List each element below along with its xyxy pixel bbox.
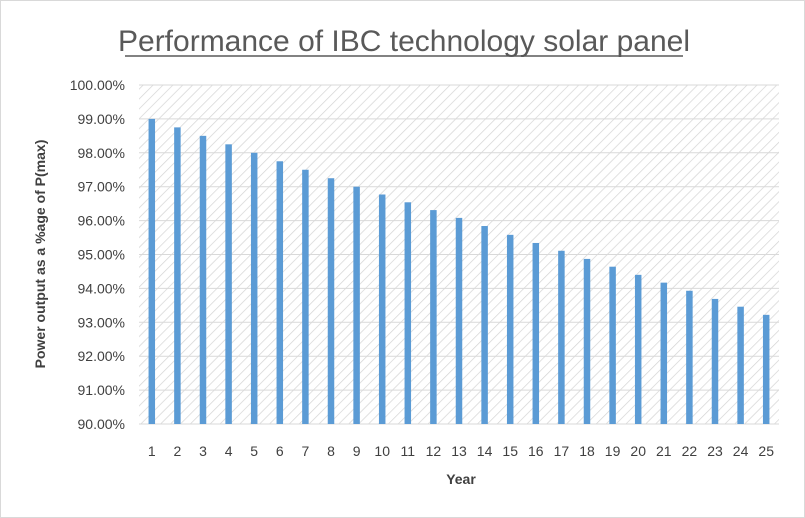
bar-year-20: [634, 274, 642, 424]
x-tick-label: 21: [656, 443, 672, 459]
x-tick-label: 25: [758, 443, 774, 459]
x-tick-label: 8: [327, 443, 335, 459]
y-tick-label: 96.00%: [78, 213, 125, 229]
chart-title: Performance of IBC technology solar pane…: [118, 25, 690, 58]
y-tick-label: 91.00%: [78, 382, 125, 398]
bar-year-16: [532, 242, 540, 424]
x-tick-label: 5: [250, 443, 258, 459]
x-tick-label: 13: [451, 443, 467, 459]
bar-year-13: [455, 217, 463, 424]
x-tick-label: 10: [374, 443, 390, 459]
y-tick-label: 93.00%: [78, 314, 125, 330]
bar-year-18: [583, 258, 591, 424]
x-tick-label: 14: [477, 443, 493, 459]
y-tick-label: 98.00%: [78, 145, 125, 161]
x-tick-label: 6: [276, 443, 284, 459]
bar-year-1: [148, 118, 156, 425]
bar-year-21: [660, 282, 668, 424]
bar-year-8: [327, 178, 335, 424]
x-axis-title: Year: [446, 471, 476, 487]
x-tick-label: 15: [502, 443, 518, 459]
x-tick-label: 12: [426, 443, 442, 459]
bars: [148, 118, 770, 425]
bar-year-23: [711, 298, 719, 424]
y-tick-label: 99.00%: [78, 111, 125, 127]
bar-year-9: [353, 186, 360, 424]
x-tick-label: 17: [554, 443, 570, 459]
bar-year-7: [302, 169, 309, 424]
bar-year-17: [558, 250, 565, 424]
x-tick-label: 1: [148, 443, 156, 459]
bar-year-6: [276, 161, 284, 424]
bar-year-11: [404, 202, 412, 424]
x-tick-label: 9: [353, 443, 361, 459]
bar-year-10: [378, 194, 386, 424]
y-tick-label: 94.00%: [78, 280, 125, 296]
x-tick-label: 4: [225, 443, 233, 459]
bar-year-22: [686, 290, 693, 424]
bar-year-14: [481, 226, 488, 424]
bar-year-2: [174, 127, 181, 424]
x-tick-label: 24: [733, 443, 749, 459]
bar-year-3: [199, 135, 207, 424]
bar-year-12: [430, 210, 437, 424]
y-tick-label: 100.00%: [70, 77, 125, 93]
y-axis-ticks: 90.00% 91.00% 92.00% 93.00% 94.00% 95.00% 96.0…: [70, 77, 125, 432]
x-tick-label: 3: [199, 443, 207, 459]
x-axis-ticks: 1 2 3 4 5 6 7 8 9 10 11 12 13 14 15 16 17 18 19 20 21 22 23 24 2…: [148, 443, 774, 459]
x-tick-label: 19: [605, 443, 621, 459]
bar-year-25: [762, 314, 770, 424]
x-tick-label: 23: [707, 443, 723, 459]
y-tick-label: 95.00%: [78, 247, 125, 263]
x-tick-label: 18: [579, 443, 595, 459]
x-tick-label: 20: [630, 443, 646, 459]
y-tick-label: 90.00%: [78, 416, 125, 432]
bar-year-19: [609, 266, 616, 424]
x-tick-label: 16: [528, 443, 544, 459]
bar-year-24: [737, 306, 744, 424]
bar-year-4: [225, 144, 232, 424]
x-tick-label: 2: [174, 443, 182, 459]
y-tick-label: 92.00%: [78, 348, 125, 364]
x-tick-label: 7: [302, 443, 310, 459]
bar-year-15: [506, 234, 514, 424]
y-tick-label: 97.00%: [78, 179, 125, 195]
x-tick-label: 22: [682, 443, 698, 459]
y-axis-title: Power output as a %age of P(max): [32, 140, 48, 369]
bar-year-5: [250, 152, 258, 425]
x-tick-label: 11: [401, 443, 416, 459]
